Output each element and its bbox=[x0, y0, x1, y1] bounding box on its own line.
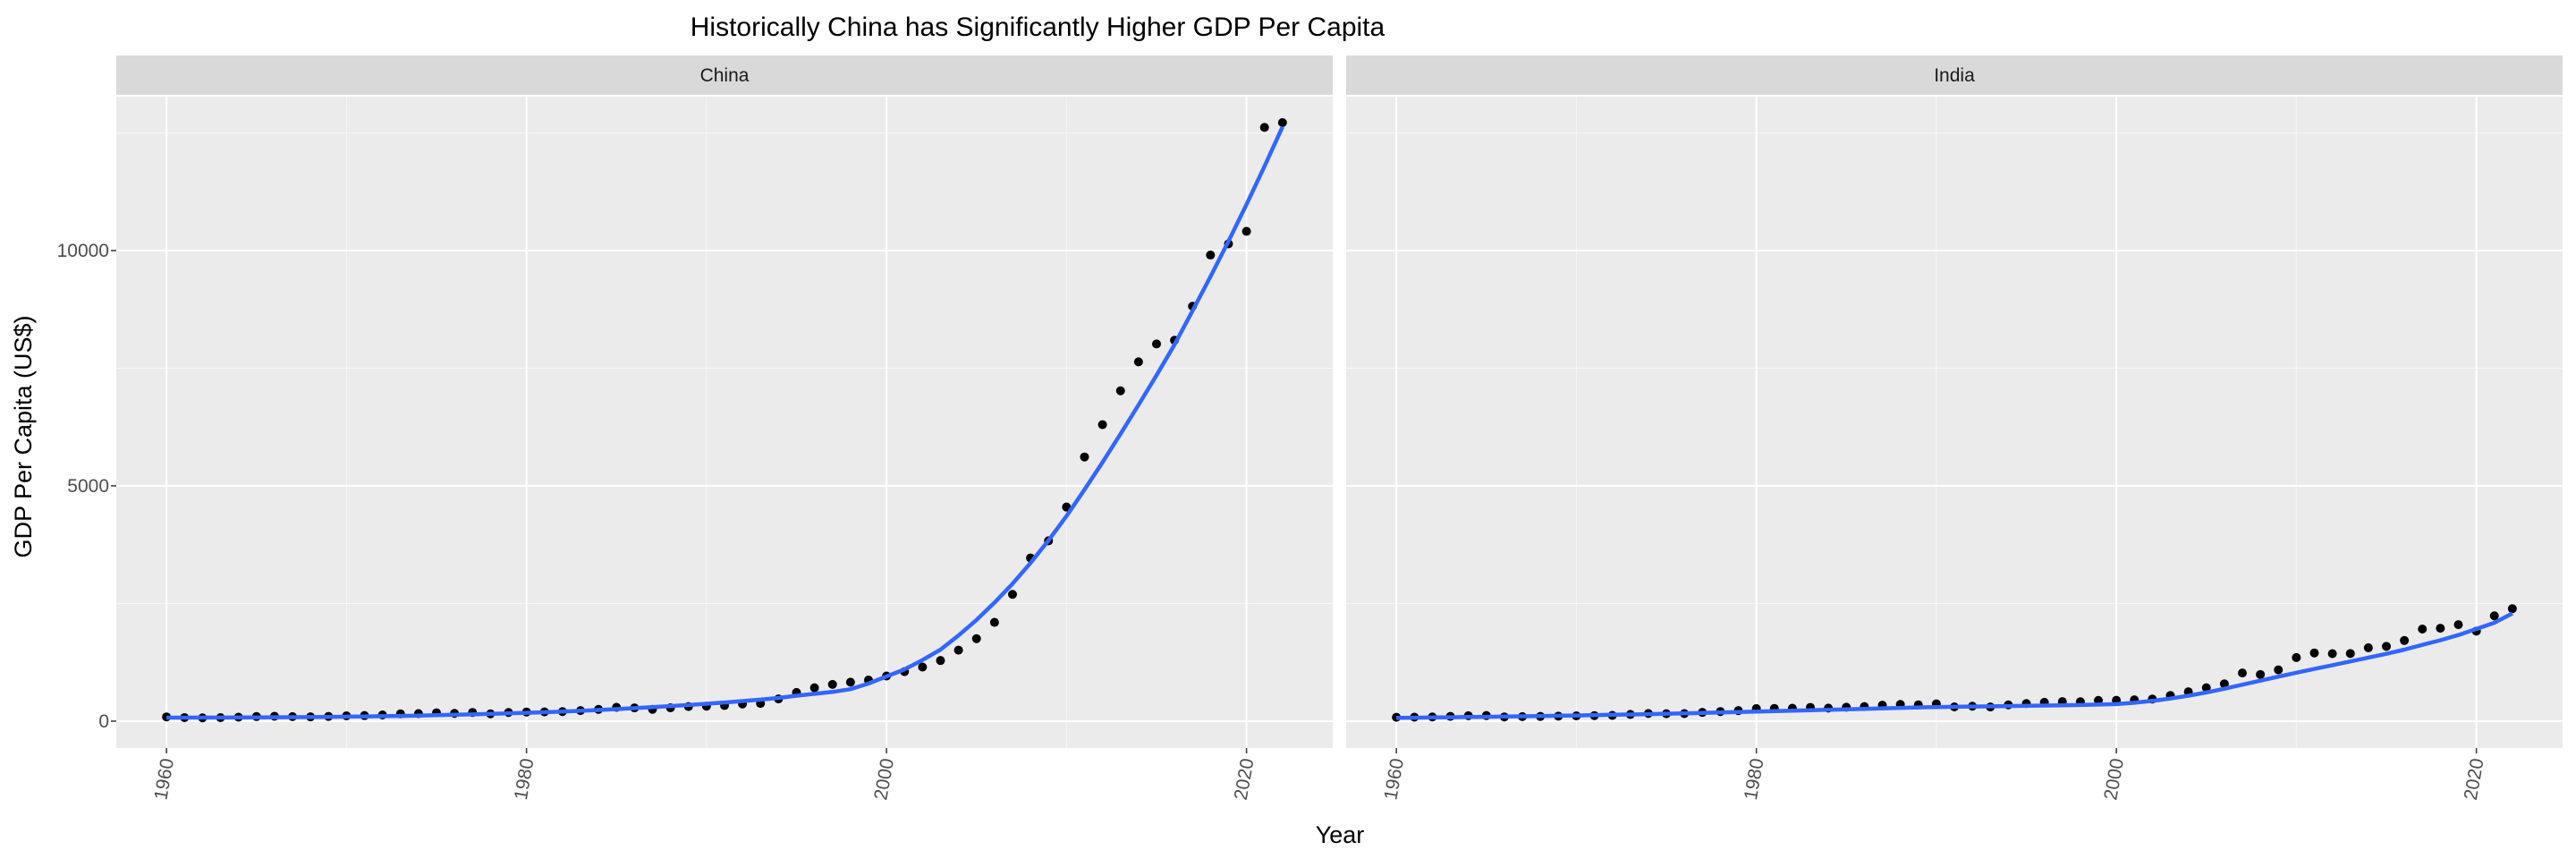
y-tick-label: 5000 bbox=[67, 476, 109, 497]
panel-background bbox=[1346, 97, 2563, 748]
data-point bbox=[1115, 386, 1125, 395]
data-point bbox=[2274, 665, 2284, 675]
data-point bbox=[2327, 649, 2337, 659]
data-point bbox=[2453, 620, 2463, 630]
x-tick-label: 1980 bbox=[511, 757, 538, 802]
data-point bbox=[918, 662, 928, 672]
data-point bbox=[2309, 648, 2319, 658]
x-tick-label: 2020 bbox=[2461, 757, 2488, 802]
data-point bbox=[1206, 251, 1216, 260]
y-axis-title: GDP Per Capita (US$) bbox=[10, 315, 37, 557]
y-tick-label: 10000 bbox=[57, 241, 109, 261]
data-point bbox=[1007, 590, 1017, 600]
data-point bbox=[809, 683, 819, 693]
data-point bbox=[2256, 669, 2266, 679]
data-point bbox=[2436, 624, 2445, 634]
panel-background bbox=[116, 97, 1333, 748]
data-point bbox=[827, 679, 837, 689]
data-point bbox=[936, 656, 945, 666]
data-point bbox=[1133, 357, 1143, 367]
data-point bbox=[1241, 226, 1251, 236]
data-point bbox=[845, 677, 855, 687]
data-point bbox=[2292, 652, 2301, 662]
smooth-line bbox=[166, 125, 1284, 720]
data-point bbox=[2507, 604, 2517, 614]
data-point bbox=[2400, 635, 2410, 645]
data-point bbox=[953, 645, 963, 655]
facet-strip bbox=[1346, 55, 2563, 95]
y-tick-label: 0 bbox=[98, 711, 109, 732]
data-point bbox=[1080, 452, 1089, 462]
facet-panel-china: China 1960 1980 2000 2020 bbox=[116, 55, 1333, 802]
data-point bbox=[971, 634, 981, 643]
x-tick-label: 2000 bbox=[2100, 757, 2128, 802]
data-point bbox=[2381, 642, 2391, 651]
data-point bbox=[2237, 668, 2247, 678]
x-tick-label: 2000 bbox=[870, 757, 898, 802]
data-point bbox=[1277, 118, 1287, 128]
data-point bbox=[1259, 123, 1269, 132]
data-point bbox=[2418, 624, 2428, 634]
data-point bbox=[1097, 420, 1107, 430]
x-tick-label: 1980 bbox=[1741, 757, 1768, 802]
facet-panels: 0 5000 10000 China 1960 1980 2000 2020 India 1960… bbox=[57, 55, 2563, 802]
facet-panel-india: India 1960 1980 2000 2020 bbox=[1346, 55, 2563, 802]
data-point bbox=[1151, 339, 1161, 349]
facet-strip-label: India bbox=[1934, 65, 1975, 86]
chart-title: Historically China has Significantly Hig… bbox=[691, 13, 1385, 42]
x-tick-label: 2020 bbox=[1231, 757, 1258, 802]
x-tick-label: 1960 bbox=[1380, 757, 1408, 802]
data-point bbox=[2219, 679, 2229, 689]
facet-strip bbox=[116, 55, 1333, 95]
x-tick-label: 1960 bbox=[150, 757, 178, 802]
data-point bbox=[2345, 649, 2355, 659]
smooth-line bbox=[1396, 611, 2513, 720]
data-point bbox=[2363, 642, 2373, 652]
data-point bbox=[2489, 611, 2499, 621]
data-point bbox=[989, 617, 999, 627]
x-axis-title: Year bbox=[1316, 821, 1365, 848]
facet-strip-label: China bbox=[700, 65, 750, 86]
